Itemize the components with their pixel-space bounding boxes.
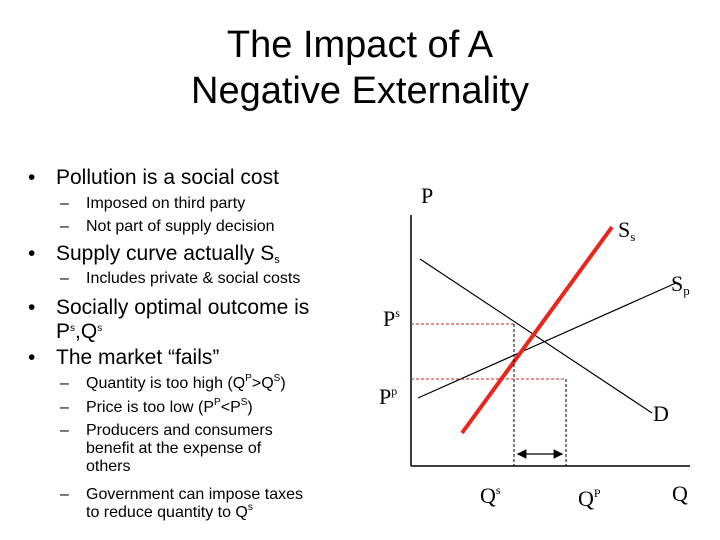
demand-curve — [419, 258, 653, 414]
title-line-1: The Impact of A — [226, 24, 494, 66]
superscript: s — [247, 502, 253, 513]
private-price-label: Pp — [379, 385, 397, 409]
text-part: <P — [220, 399, 241, 416]
label-text: Q — [672, 481, 688, 506]
social-price-label: Ps — [383, 307, 400, 331]
subbullet-quantity-high: – Quantity is too high (QP>QS) — [60, 373, 286, 393]
x-axis-label: Q — [672, 482, 688, 506]
text-part: >Q — [251, 375, 274, 392]
dash-marker: – — [60, 422, 69, 439]
label-text: P — [383, 306, 396, 331]
bullet-marker: • — [28, 346, 36, 369]
subbullet-government-taxes: – Government can impose taxes to reduce … — [60, 486, 303, 522]
label-superscript: s — [495, 483, 501, 497]
subbullet-supply-decision: – Not part of supply decision — [60, 218, 275, 236]
bullet-text: Socially optimal outcome is — [56, 296, 310, 319]
subbullet-costs: – Includes private & social costs — [60, 270, 301, 288]
subbullet-third-party: – Imposed on third party — [60, 195, 246, 213]
superscript: S — [240, 397, 248, 408]
bullet-text: The market “fails” — [56, 346, 220, 369]
slide-title: The Impact of A Negative Externality — [0, 22, 720, 114]
subbullet-text: Not part of supply decision — [86, 218, 275, 235]
bullet-text-2b: ,Q — [75, 320, 98, 343]
bullet-marker: • — [28, 166, 36, 189]
title-line-2: Negative Externality — [191, 70, 529, 112]
subbullet-text: Includes private & social costs — [86, 270, 301, 287]
bullet-market-fails: • The market “fails” — [28, 346, 220, 370]
superscript: s — [97, 323, 103, 334]
subbullet-text-l2: to reduce quantity to Q — [86, 504, 248, 521]
dash-marker: – — [60, 399, 69, 416]
superscript: s — [70, 323, 76, 334]
subscript: s — [274, 254, 280, 266]
label-text: S — [671, 271, 684, 296]
social-supply-curve — [460, 225, 614, 435]
bullet-supply-curve: • Supply curve actually Ss — [28, 242, 280, 266]
text-part: ) — [247, 399, 253, 416]
label-superscript: s — [395, 306, 400, 320]
text-part: Quantity is too high (Q — [86, 375, 246, 392]
social-supply-label: Ss — [618, 217, 636, 244]
dash-marker: – — [60, 375, 69, 392]
social-quantity-label: Qs — [480, 484, 501, 508]
dash-marker: – — [60, 218, 69, 235]
bullet-text: Supply curve actually S — [56, 242, 275, 265]
private-supply-label: Sp — [671, 271, 690, 298]
subbullet-text-l2: benefit at the expense of — [86, 440, 262, 457]
bullet-text-2a: P — [56, 320, 71, 343]
label-text: D — [653, 401, 669, 426]
label-subscript: p — [683, 283, 690, 298]
private-quantity-label: QP — [578, 487, 601, 511]
bullet-optimal-outcome: • Socially optimal outcome is Ps,Qs — [28, 296, 310, 344]
subbullet-text-l3: others — [86, 458, 131, 475]
bullet-pollution: • Pollution is a social cost — [28, 166, 279, 190]
label-text: P — [421, 183, 434, 208]
text-part: Price is too low (P — [86, 399, 215, 416]
superscript: P — [214, 397, 221, 408]
demand-label: D — [653, 402, 669, 426]
label-text: S — [618, 217, 631, 242]
dash-marker: – — [60, 195, 69, 212]
label-superscript: p — [391, 384, 398, 398]
bullet-marker: • — [28, 242, 36, 265]
label-text: Q — [578, 486, 594, 511]
y-axis-label: P — [421, 184, 433, 208]
label-text: Q — [480, 483, 496, 508]
bullet-text: Pollution is a social cost — [56, 166, 279, 189]
private-supply-curve — [417, 282, 677, 399]
subbullet-text-l1: Producers and consumers — [86, 422, 273, 439]
bullet-marker: • — [28, 296, 36, 319]
subbullet-text: Imposed on third party — [86, 195, 246, 212]
dash-marker: – — [60, 486, 69, 503]
label-superscript: P — [593, 486, 601, 500]
text-part: ) — [280, 375, 286, 392]
subbullet-producers-consumers: – Producers and consumers benefit at the… — [60, 422, 273, 476]
label-text: P — [379, 384, 392, 409]
label-subscript: s — [630, 229, 636, 244]
dash-marker: – — [60, 270, 69, 287]
subbullet-price-low: – Price is too low (PP<PS) — [60, 397, 253, 417]
superscript: S — [273, 373, 281, 384]
superscript: P — [245, 373, 252, 384]
subbullet-text-l1: Government can impose taxes — [86, 486, 303, 503]
